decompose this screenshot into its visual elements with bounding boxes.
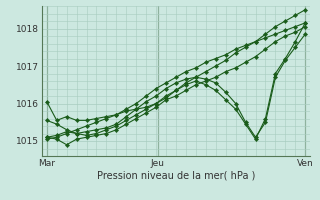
X-axis label: Pression niveau de la mer( hPa ): Pression niveau de la mer( hPa ) xyxy=(97,171,255,181)
